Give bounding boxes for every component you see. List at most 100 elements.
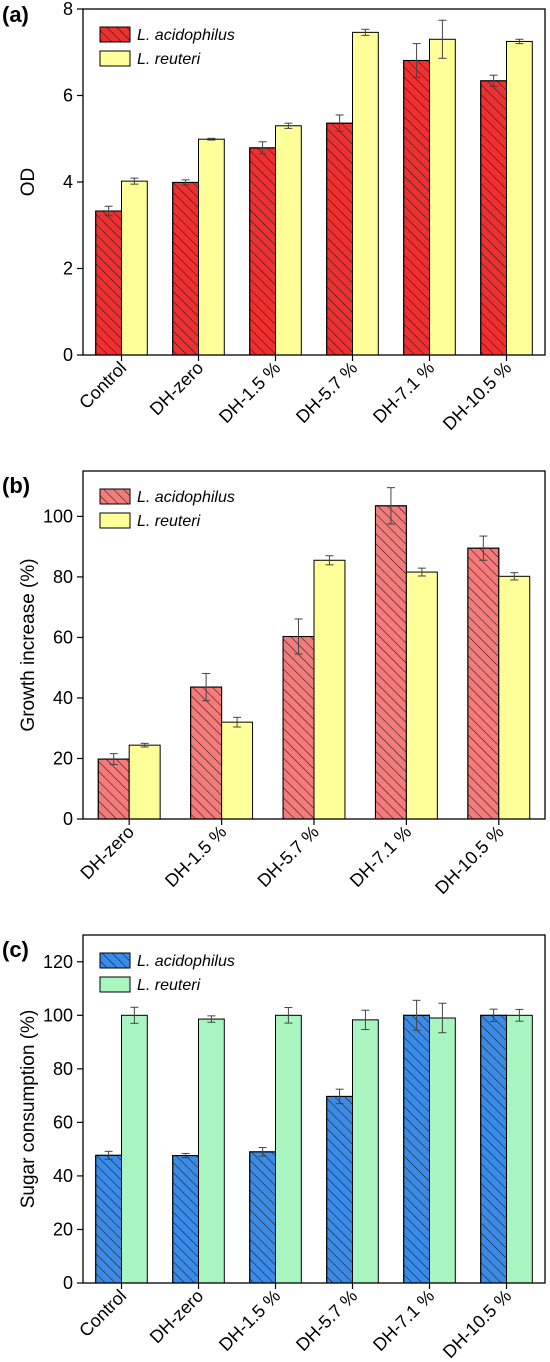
y-axis-title: Sugar consumption (%) bbox=[18, 1010, 39, 1209]
error-bar bbox=[438, 1002, 447, 1034]
x-tick-label: DH-10.5 % bbox=[439, 358, 515, 434]
bar-hatch bbox=[95, 1154, 123, 1284]
error-bar bbox=[140, 742, 149, 748]
bar-hatch bbox=[172, 1155, 200, 1284]
error-bar bbox=[386, 487, 395, 525]
x-tick-label: DH-10.5 % bbox=[431, 822, 507, 898]
legend-swatch bbox=[99, 50, 131, 67]
y-axis-title: Growth increase (%) bbox=[18, 558, 39, 731]
panel-label: (b) bbox=[2, 473, 30, 498]
bar bbox=[198, 138, 225, 356]
bar-hatch bbox=[282, 636, 315, 820]
bar bbox=[405, 571, 438, 820]
x-tick-label: DH-zero bbox=[146, 1286, 208, 1348]
x-tick-label: Control bbox=[75, 1286, 130, 1341]
bar-hatch bbox=[97, 758, 130, 820]
bar-hatch bbox=[403, 59, 430, 356]
error-bar bbox=[510, 572, 519, 581]
bar-hatch bbox=[480, 1014, 507, 1284]
y-tick-label: 0 bbox=[63, 1273, 73, 1293]
x-tick-label: DH-zero bbox=[146, 358, 208, 420]
panel-label: (a) bbox=[2, 2, 29, 27]
legend: L. acidophilus L. reuteri bbox=[99, 952, 235, 994]
chart-panel-1: 0 2 4 6 8 Control DH-zero DH-1.5 % DH-5.7 % DH-7.… bbox=[2, 0, 546, 434]
x-tick-label: DH-1.5 % bbox=[161, 822, 230, 891]
y-tick-label: 40 bbox=[53, 688, 73, 708]
y-tick-label: 60 bbox=[53, 1112, 73, 1132]
bar bbox=[498, 575, 531, 820]
legend-label: L. acidophilus bbox=[137, 489, 235, 506]
y-tick-label: 80 bbox=[53, 1059, 73, 1079]
y-axis-title: OD bbox=[18, 168, 39, 197]
y-tick-label: 2 bbox=[63, 259, 73, 279]
bar-hatch bbox=[249, 147, 277, 356]
bar-hatch bbox=[480, 80, 507, 356]
error-bar bbox=[515, 38, 524, 45]
error-bar bbox=[515, 1008, 524, 1022]
error-bar bbox=[412, 999, 421, 1031]
error-bar bbox=[233, 716, 242, 728]
error-bar bbox=[207, 1015, 216, 1023]
bar bbox=[429, 38, 456, 356]
error-bar bbox=[335, 1088, 344, 1105]
error-bar bbox=[109, 753, 118, 766]
error-bar bbox=[479, 535, 488, 561]
y-tick-label: 6 bbox=[63, 86, 73, 106]
legend-label: L. reuteri bbox=[137, 977, 201, 994]
y-tick-label: 8 bbox=[63, 0, 73, 19]
legend: L. acidophilus L. reuteri bbox=[99, 488, 235, 530]
x-tick-label: DH-1.5 % bbox=[215, 1286, 284, 1355]
y-tick-label: 20 bbox=[53, 1219, 73, 1239]
bar bbox=[352, 31, 379, 356]
bar bbox=[313, 559, 346, 820]
error-bar bbox=[417, 567, 426, 577]
legend-swatch bbox=[99, 976, 131, 993]
error-bar bbox=[284, 1007, 293, 1024]
legend-label: L. acidophilus bbox=[137, 953, 235, 970]
error-bar bbox=[284, 122, 293, 129]
x-tick-label: DH-5.7 % bbox=[254, 822, 323, 891]
y-tick-label: 80 bbox=[53, 567, 73, 587]
error-bar bbox=[181, 1152, 190, 1159]
x-tick-label: DH-1.5 % bbox=[215, 358, 284, 427]
bar bbox=[275, 125, 302, 356]
chart-panel-2: 0 20 40 60 80 100 DH-zero DH-1.5 % DH-5.7 % DH-7.… bbox=[2, 470, 546, 898]
bar bbox=[506, 40, 533, 356]
bar-hatch bbox=[249, 1151, 277, 1284]
legend-swatch bbox=[99, 512, 131, 529]
error-bar bbox=[207, 137, 216, 141]
bar-hatch bbox=[95, 210, 123, 356]
bar-hatch bbox=[374, 505, 407, 820]
error-bar bbox=[361, 28, 370, 36]
y-tick-label: 0 bbox=[63, 345, 73, 365]
error-bar bbox=[412, 43, 421, 78]
bar bbox=[198, 1018, 225, 1284]
error-bar bbox=[258, 141, 267, 155]
x-tick-label: DH-10.5 % bbox=[439, 1286, 515, 1362]
bar-hatch bbox=[403, 1014, 430, 1284]
bar bbox=[221, 721, 254, 820]
error-bar bbox=[489, 1008, 498, 1022]
legend-swatch-hatch bbox=[99, 488, 131, 505]
x-tick-label: Control bbox=[75, 358, 130, 413]
error-bar bbox=[294, 618, 303, 655]
x-tick-label: DH-5.7 % bbox=[292, 1286, 361, 1355]
bar bbox=[128, 744, 161, 820]
legend-label: L. reuteri bbox=[137, 513, 201, 530]
x-tick-label: DH-5.7 % bbox=[292, 358, 361, 427]
y-tick-label: 100 bbox=[43, 1005, 73, 1025]
legend-label: L. acidophilus bbox=[137, 27, 235, 44]
legend-label: L. reuteri bbox=[137, 51, 201, 68]
bar-hatch bbox=[190, 686, 223, 820]
y-tick-label: 20 bbox=[53, 748, 73, 768]
y-tick-label: 60 bbox=[53, 627, 73, 647]
error-bar bbox=[489, 74, 498, 87]
y-tick-label: 120 bbox=[43, 952, 73, 972]
error-bar bbox=[130, 177, 139, 185]
error-bar bbox=[202, 672, 211, 702]
bar bbox=[275, 1014, 302, 1284]
bar-hatch bbox=[326, 1095, 353, 1284]
bar-hatch bbox=[467, 547, 500, 820]
